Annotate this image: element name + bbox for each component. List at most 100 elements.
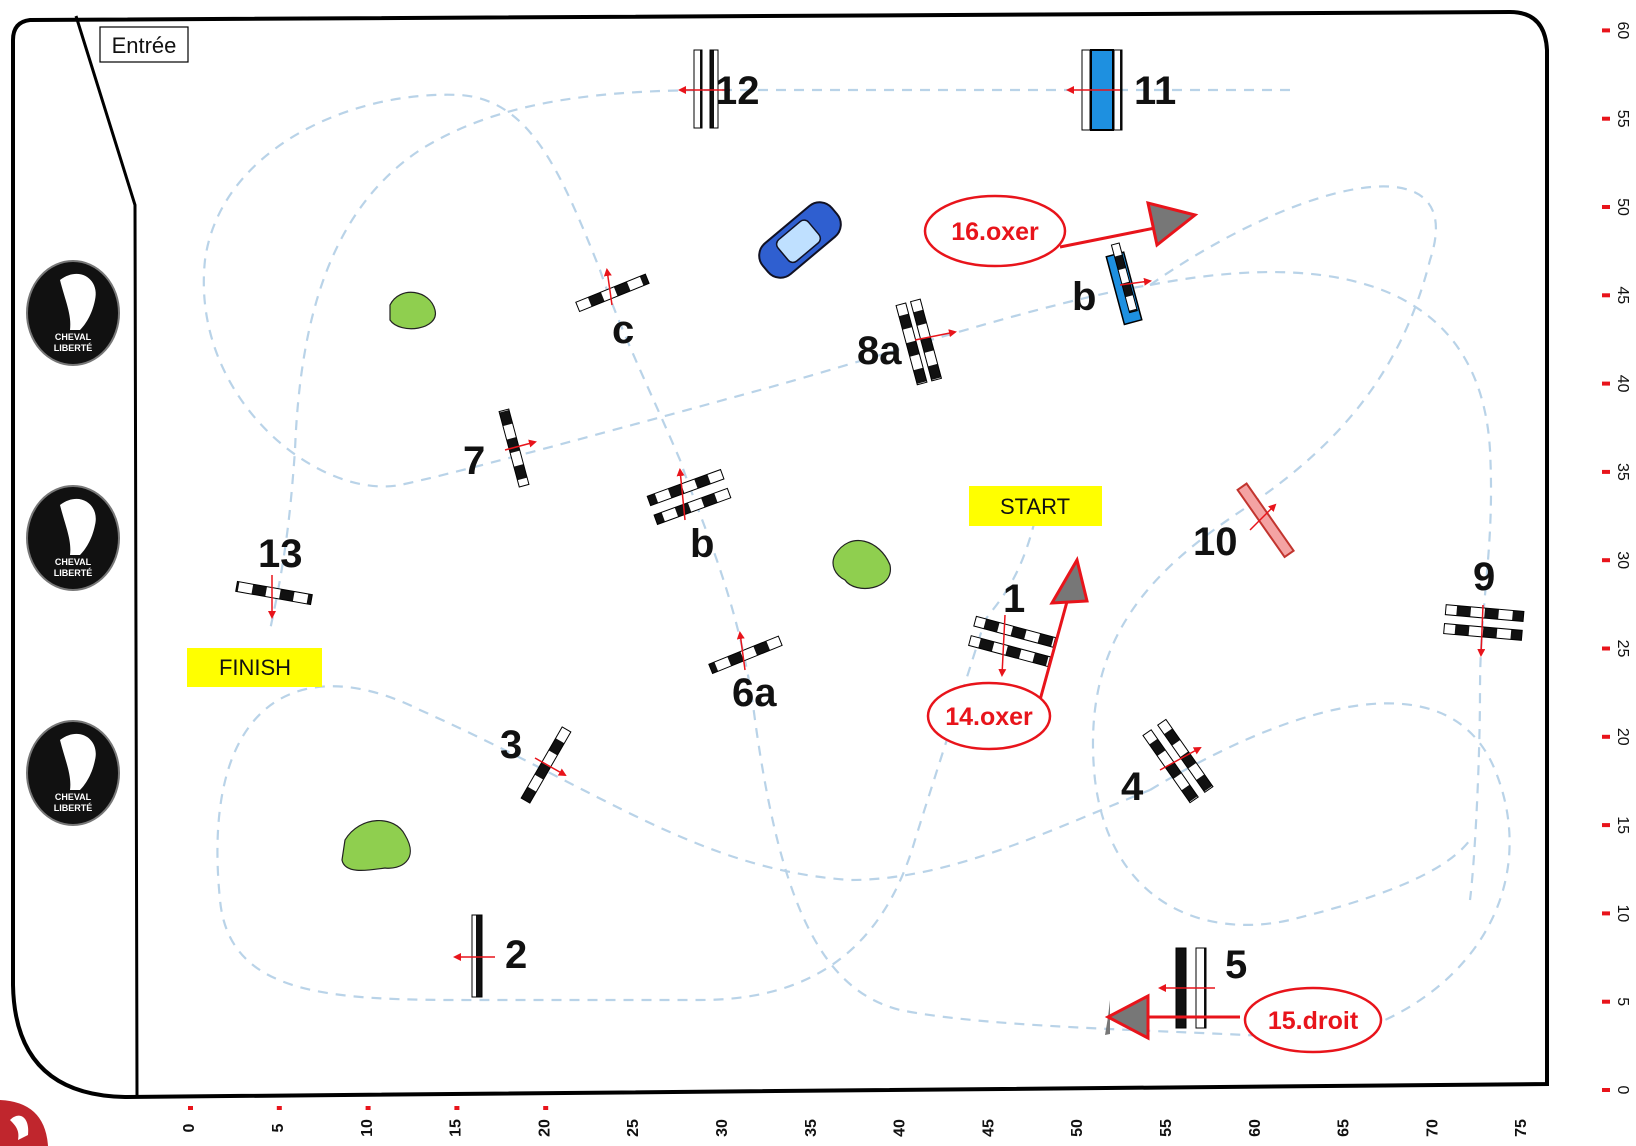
y-tick-mark — [1602, 911, 1610, 916]
y-tick-mark — [1602, 558, 1610, 563]
x-tick-label: 45 — [980, 1119, 997, 1137]
obstacle-6b-label: b — [690, 522, 714, 566]
y-tick-mark — [1602, 1088, 1610, 1092]
entry-box: Entrée — [99, 26, 189, 63]
fence-6b — [646, 468, 732, 526]
corner-logo — [0, 1100, 48, 1146]
x-tick-mark — [543, 1106, 549, 1110]
x-tick-label: 35 — [803, 1119, 820, 1137]
x-tick-label: 10 — [359, 1119, 376, 1137]
obstacle-6c-label: c — [612, 308, 634, 352]
jump-off-15-label: 15.droit — [1268, 1007, 1359, 1035]
logo-text-3b: LIBERTÉ — [54, 803, 93, 813]
tree-1 — [389, 291, 436, 330]
obstacle-11-label: 11 — [1134, 69, 1176, 113]
x-tick-label: 20 — [536, 1119, 553, 1137]
y-tick-label: 30 — [1614, 551, 1631, 569]
fence-6c — [575, 268, 650, 313]
obstacle-7-label: 7 — [463, 439, 485, 483]
obstacle-3-label: 3 — [500, 723, 522, 767]
arena-border — [11, 9, 1549, 1100]
fence-6a — [708, 631, 783, 675]
finish-marker: FINISH — [187, 648, 322, 687]
course-route — [202, 88, 1511, 1042]
x-tick-label: 60 — [1247, 1119, 1264, 1137]
jump-off-16-label: 16.oxer — [951, 218, 1039, 246]
obstacle-8b-label: b — [1072, 275, 1096, 319]
jump-off-15: 15.droit — [1104, 986, 1383, 1054]
x-tick-label: 30 — [714, 1119, 731, 1137]
logo-text-3a: CHEVAL — [55, 792, 92, 802]
x-tick-label: 50 — [1069, 1119, 1086, 1137]
fence-7 — [498, 408, 537, 488]
cheval-liberte-logo-1: CHEVAL LIBERTÉ — [26, 260, 120, 366]
logo-text-1a: CHEVAL — [55, 332, 92, 342]
y-tick-label: 0 — [1614, 1086, 1631, 1095]
y-tick-label: 5 — [1614, 997, 1631, 1006]
obstacle-9-label: 9 — [1473, 555, 1495, 599]
x-tick-mark — [365, 1106, 371, 1110]
y-tick-label: 55 — [1614, 110, 1631, 128]
cheval-liberte-logo-2: CHEVAL LIBERTÉ — [26, 485, 120, 591]
start-marker: START — [969, 486, 1102, 526]
y-tick-mark — [1602, 646, 1610, 651]
y-tick-mark — [1602, 469, 1610, 474]
fence-9 — [1443, 604, 1525, 657]
x-tick-mark — [188, 1106, 193, 1110]
x-tick-label: 15 — [448, 1119, 465, 1137]
y-tick-mark — [1602, 734, 1610, 739]
y-tick-mark — [1602, 381, 1610, 386]
x-tick-mark — [276, 1106, 282, 1110]
obstacle-13-label: 13 — [258, 532, 303, 576]
y-tick-mark — [1602, 28, 1610, 33]
start-label: START — [1000, 494, 1070, 519]
y-tick-mark — [1602, 823, 1610, 828]
x-tick-label: 25 — [625, 1119, 642, 1137]
fence-10 — [1236, 482, 1296, 559]
x-tick-label: 55 — [1158, 1119, 1175, 1137]
cheval-liberte-logo-3: CHEVAL LIBERTÉ — [26, 720, 120, 826]
fence-12 — [678, 49, 730, 129]
fence-13 — [235, 575, 313, 619]
jump-off-14-label: 14.oxer — [945, 703, 1033, 731]
fence-4 — [1142, 718, 1214, 804]
fence-8b — [1105, 242, 1152, 326]
obstacle-12-label: 12 — [715, 69, 760, 113]
tree-3 — [341, 820, 411, 871]
obstacle-8a-label: 8a — [857, 329, 902, 373]
obstacle-6a-label: 6a — [732, 671, 777, 715]
entry-wall — [74, 15, 139, 1096]
x-tick-label: 75 — [1513, 1119, 1530, 1137]
obstacle-4-label: 4 — [1121, 765, 1144, 809]
jump-off-14: 14.oxer — [926, 556, 1089, 751]
x-tick-label: 70 — [1424, 1119, 1441, 1137]
y-tick-label: 60 — [1614, 22, 1631, 40]
x-tick-label: 0 — [181, 1123, 198, 1132]
logo-text-1b: LIBERTÉ — [54, 343, 93, 353]
x-tick-mark — [454, 1106, 460, 1110]
x-scale: 0 5 10 15 20 25 30 35 40 45 50 55 60 65 70 75 — [181, 1106, 1530, 1137]
y-tick-mark — [1602, 116, 1610, 121]
y-tick-label: 25 — [1614, 640, 1631, 658]
obstacle-5-label: 5 — [1225, 943, 1247, 987]
jump-off-16: 16.oxer — [923, 194, 1199, 268]
fence-2 — [453, 914, 495, 998]
x-tick-label: 5 — [270, 1123, 287, 1132]
y-tick-label: 15 — [1614, 816, 1631, 834]
y-tick-mark — [1602, 205, 1610, 209]
fence-5 — [1158, 947, 1215, 1029]
y-tick-label: 50 — [1614, 198, 1631, 216]
y-tick-label: 35 — [1614, 463, 1631, 481]
y-scale: 0 5 10 15 20 25 30 35 40 45 50 55 60 — [1602, 22, 1631, 1095]
y-tick-mark — [1602, 293, 1610, 298]
fence-11 — [1066, 49, 1123, 131]
fence-8a — [895, 298, 957, 386]
x-tick-label: 65 — [1336, 1119, 1353, 1137]
y-tick-mark — [1602, 999, 1610, 1004]
obstacle-10-label: 10 — [1193, 520, 1238, 564]
finish-label: FINISH — [219, 655, 291, 680]
logo-text-2b: LIBERTÉ — [54, 568, 93, 578]
obstacle-2-label: 2 — [505, 933, 527, 977]
tree-2 — [832, 539, 891, 589]
x-tick-label: 40 — [892, 1119, 909, 1137]
